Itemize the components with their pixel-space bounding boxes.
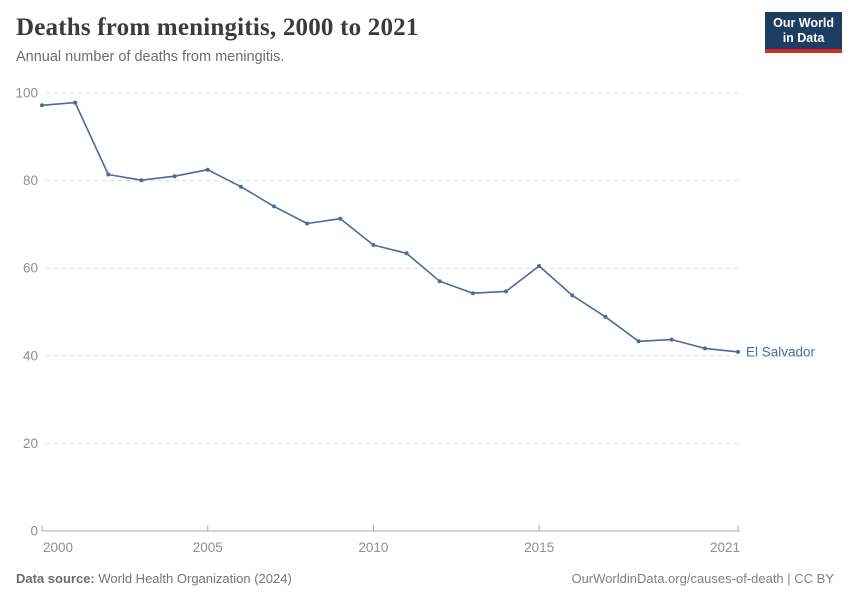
- data-source: Data source: World Health Organization (…: [16, 571, 292, 586]
- series-line[interactable]: [41, 101, 739, 353]
- data-point[interactable]: [205, 167, 210, 172]
- y-tick-label: 40: [23, 348, 38, 363]
- x-tick-label: 2005: [193, 540, 223, 555]
- data-point[interactable]: [172, 174, 177, 179]
- data-point[interactable]: [636, 339, 641, 344]
- x-tick-label: 2015: [524, 540, 554, 555]
- data-point[interactable]: [702, 346, 707, 351]
- data-point[interactable]: [404, 251, 409, 256]
- chart-subtitle: Annual number of deaths from meningitis.: [16, 49, 285, 65]
- data-point[interactable]: [371, 243, 376, 247]
- y-tick-label: 80: [23, 173, 38, 188]
- data-point[interactable]: [669, 337, 674, 342]
- data-point[interactable]: [139, 178, 144, 183]
- x-tick-label: 2010: [358, 540, 388, 555]
- y-tick-label: 60: [23, 261, 38, 276]
- data-point[interactable]: [106, 172, 111, 177]
- data-point[interactable]: [504, 289, 508, 294]
- data-point[interactable]: [272, 204, 276, 209]
- data-point[interactable]: [470, 291, 475, 296]
- owid-logo-line2: in Data: [782, 31, 825, 45]
- data-source-label: Data source:: [16, 571, 95, 586]
- data-point[interactable]: [736, 349, 740, 354]
- line-chart[interactable]: 0 20 40 60 80 100 2000 2005 2010 2015 2021 El Salva…: [0, 78, 850, 558]
- chart-footer: Data source: World Health Organization (…: [16, 571, 834, 586]
- data-point[interactable]: [238, 184, 243, 189]
- y-tick-label: 0: [30, 524, 38, 539]
- chart-header: Deaths from meningitis, 2000 to 2021 Ann…: [16, 12, 842, 65]
- data-point[interactable]: [437, 279, 442, 284]
- y-tick-label: 100: [15, 86, 38, 101]
- series-end-label[interactable]: El Salvador: [746, 344, 816, 359]
- x-tick-label: 2000: [43, 540, 73, 555]
- owid-logo[interactable]: Our World in Data: [765, 12, 842, 53]
- data-point[interactable]: [40, 103, 44, 108]
- data-point[interactable]: [305, 221, 310, 226]
- data-point[interactable]: [570, 293, 575, 298]
- license-link[interactable]: OurWorldinData.org/causes-of-death | CC …: [571, 571, 834, 586]
- owid-logo-line1: Our World: [773, 16, 834, 30]
- data-point[interactable]: [537, 264, 542, 268]
- data-source-value: World Health Organization (2024): [94, 571, 292, 586]
- data-point[interactable]: [603, 314, 608, 319]
- data-point[interactable]: [338, 216, 343, 221]
- chart-title: Deaths from meningitis, 2000 to 2021: [16, 14, 419, 41]
- y-tick-label: 20: [23, 436, 38, 451]
- data-point[interactable]: [73, 100, 78, 105]
- x-tick-label: 2021: [710, 540, 740, 555]
